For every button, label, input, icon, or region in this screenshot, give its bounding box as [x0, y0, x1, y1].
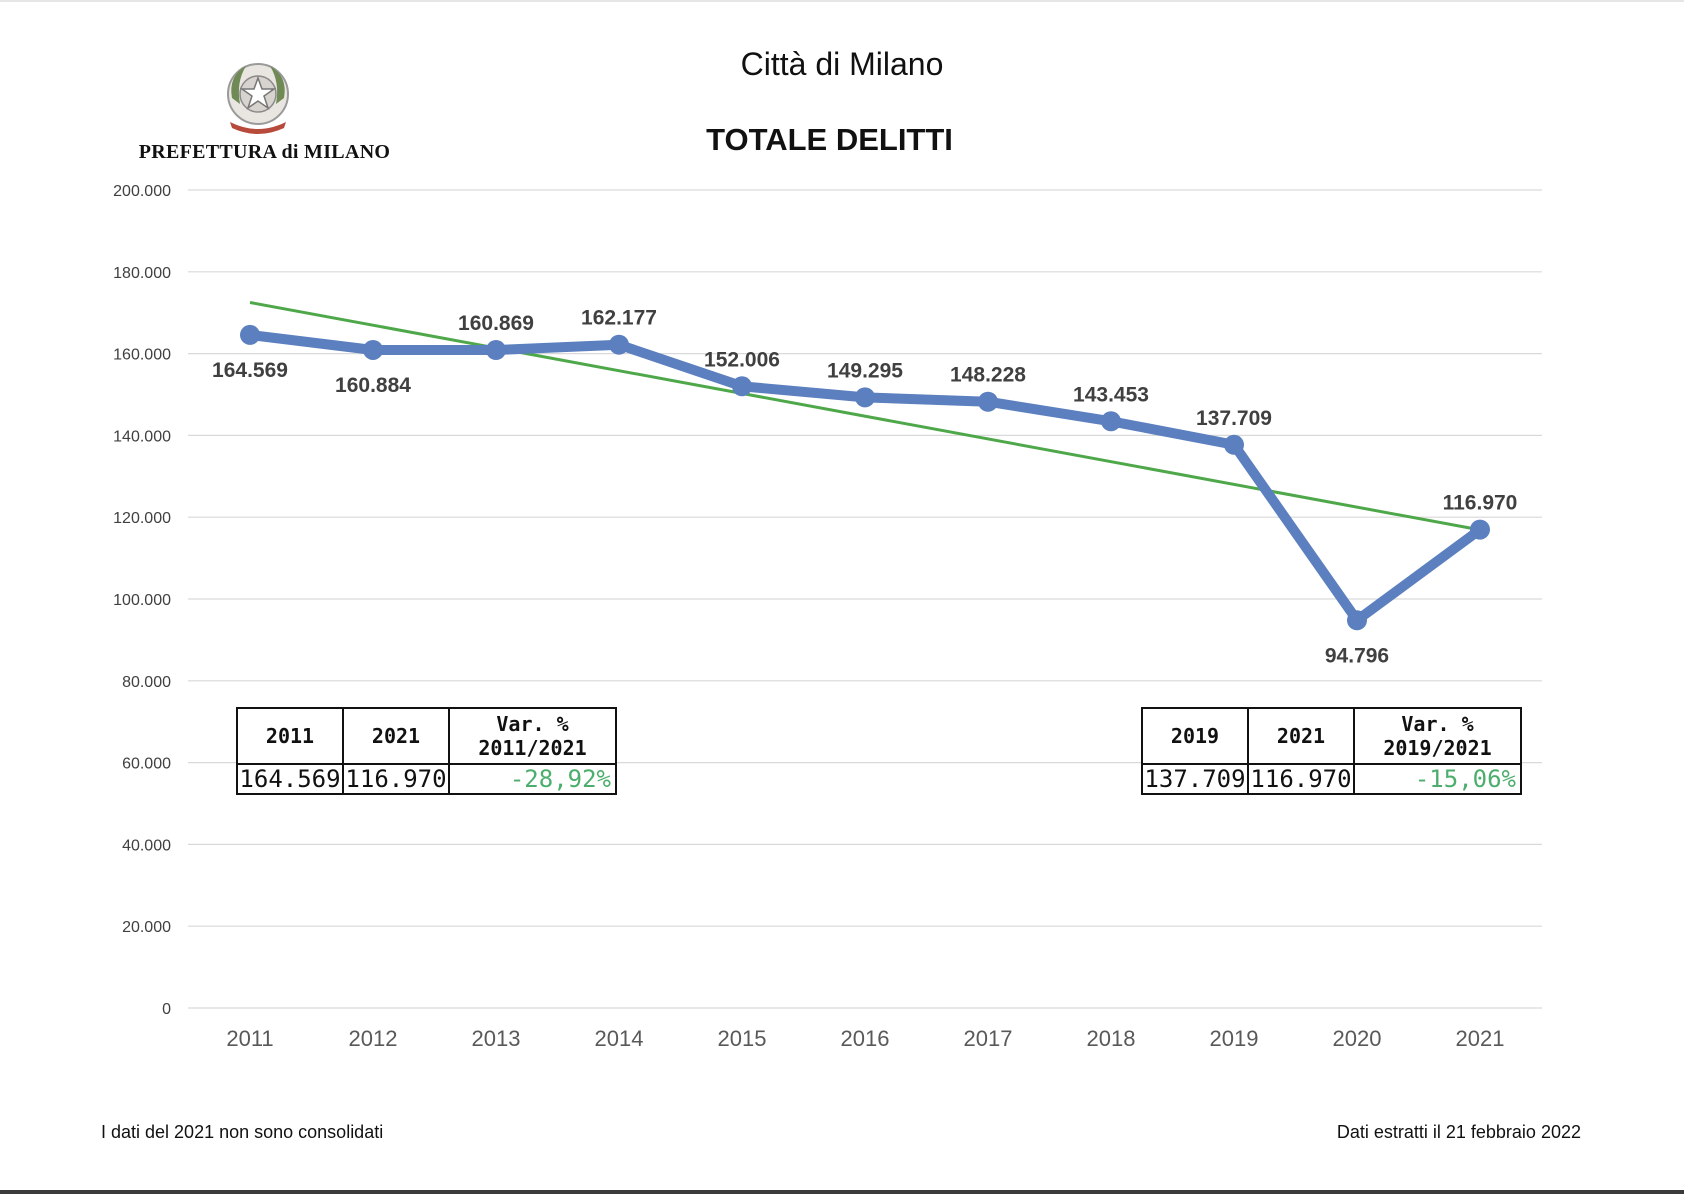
- data-point: [240, 324, 260, 345]
- data-point: [732, 376, 752, 397]
- x-tick-label: 2018: [1087, 1026, 1136, 1051]
- table-header-year-end: 2021: [342, 707, 450, 765]
- y-tick-label: 160.000: [113, 347, 171, 364]
- x-axis-tick-labels: 2011 2012 2013 2014 2015 2016 2017 2018 2019 2020…: [226, 1026, 1504, 1051]
- y-tick-label: 20.000: [122, 919, 171, 936]
- table-header-year-end: 2021: [1247, 707, 1355, 765]
- data-point: [1347, 610, 1367, 631]
- data-label: 152.006: [704, 348, 780, 371]
- data-label: 162.177: [581, 307, 657, 330]
- x-tick-label: 2012: [349, 1026, 398, 1051]
- x-tick-label: 2015: [718, 1026, 767, 1051]
- x-tick-label: 2017: [964, 1026, 1013, 1051]
- city-title: Città di Milano: [740, 46, 944, 82]
- table-header-year-start: 2019: [1141, 707, 1249, 765]
- y-tick-label: 100.000: [113, 592, 171, 609]
- x-tick-label: 2014: [595, 1026, 644, 1051]
- x-tick-label: 2013: [472, 1026, 521, 1051]
- y-tick-label: 140.000: [113, 428, 171, 445]
- chart-title: TOTALE DELITTI: [706, 122, 953, 157]
- series-layer: [240, 324, 1490, 631]
- table-cell-value-end: 116.970: [342, 763, 450, 795]
- data-label: 160.884: [335, 374, 411, 397]
- x-tick-label: 2019: [1210, 1026, 1259, 1051]
- trendline-layer: [249, 301, 1481, 532]
- footnote-extraction-date: Dati estratti il 21 febbraio 2022: [1336, 1122, 1581, 1142]
- trendline: [249, 301, 1481, 532]
- table-cell-value-start: 164.569: [236, 763, 344, 795]
- y-tick-label: 200.000: [113, 183, 171, 200]
- y-tick-label: 40.000: [122, 837, 171, 854]
- data-label: 164.569: [212, 359, 288, 382]
- top-rule: [0, 0, 1684, 2]
- y-tick-label: 80.000: [122, 674, 171, 691]
- table-cell-value-end: 116.970: [1247, 763, 1355, 795]
- y-tick-label: 0: [162, 1001, 171, 1018]
- variation-period: 2011/2021: [478, 736, 587, 760]
- x-tick-label: 2011: [226, 1026, 273, 1051]
- y-tick-label: 120.000: [113, 510, 171, 527]
- table-cell-value-start: 137.709: [1141, 763, 1249, 795]
- y-axis-tick-labels: 0 20.000 40.000 60.000 80.000 100.000 120.000 1…: [113, 183, 171, 1018]
- data-point: [978, 391, 998, 412]
- x-tick-label: 2016: [841, 1026, 890, 1051]
- data-label: 137.709: [1196, 407, 1272, 430]
- variation-period: 2019/2021: [1383, 736, 1492, 760]
- data-label: 143.453: [1073, 383, 1149, 406]
- table-header-variation: Var. % 2011/2021: [448, 707, 617, 765]
- data-point: [855, 387, 875, 408]
- data-label: 160.869: [458, 312, 534, 335]
- x-tick-label: 2021: [1456, 1026, 1505, 1051]
- emblem-icon: [227, 63, 289, 134]
- table-header-year-start: 2011: [236, 707, 344, 765]
- data-point: [486, 340, 506, 361]
- data-label: 94.796: [1325, 644, 1389, 667]
- line-chart: 0 20.000 40.000 60.000 80.000 100.000 120.000 1…: [113, 183, 1542, 1051]
- data-label: 149.295: [827, 359, 903, 382]
- data-point: [363, 339, 383, 360]
- table-cell-variation: -28,92%: [448, 763, 617, 795]
- table-header-variation: Var. % 2019/2021: [1353, 707, 1522, 765]
- variation-label: Var. %: [496, 712, 569, 736]
- data-label: 116.970: [1443, 492, 1518, 515]
- data-point: [1101, 411, 1121, 432]
- table-cell-variation: -15,06%: [1353, 763, 1522, 795]
- data-point: [1470, 519, 1490, 540]
- summary-table-2019-2021: 2019 2021 Var. % 2019/2021 137.709 116.9…: [1141, 707, 1522, 795]
- summary-table-2011-2021: 2011 2021 Var. % 2011/2021 164.569 116.9…: [236, 707, 617, 795]
- data-label: 148.228: [950, 364, 1026, 387]
- institution-name: PREFETTURA di MILANO: [138, 141, 391, 163]
- data-point: [1224, 434, 1244, 455]
- data-label-layer: 164.569 160.884 160.869 162.177 152.006 149.2…: [212, 307, 1517, 668]
- y-tick-label: 180.000: [113, 265, 171, 282]
- y-tick-label: 60.000: [122, 756, 171, 773]
- variation-label: Var. %: [1401, 712, 1474, 736]
- data-point: [609, 334, 629, 355]
- bottom-rule: [0, 1190, 1684, 1194]
- footnote-unconsolidated: I dati del 2021 non sono consolidati: [101, 1122, 384, 1142]
- x-tick-label: 2020: [1333, 1026, 1382, 1051]
